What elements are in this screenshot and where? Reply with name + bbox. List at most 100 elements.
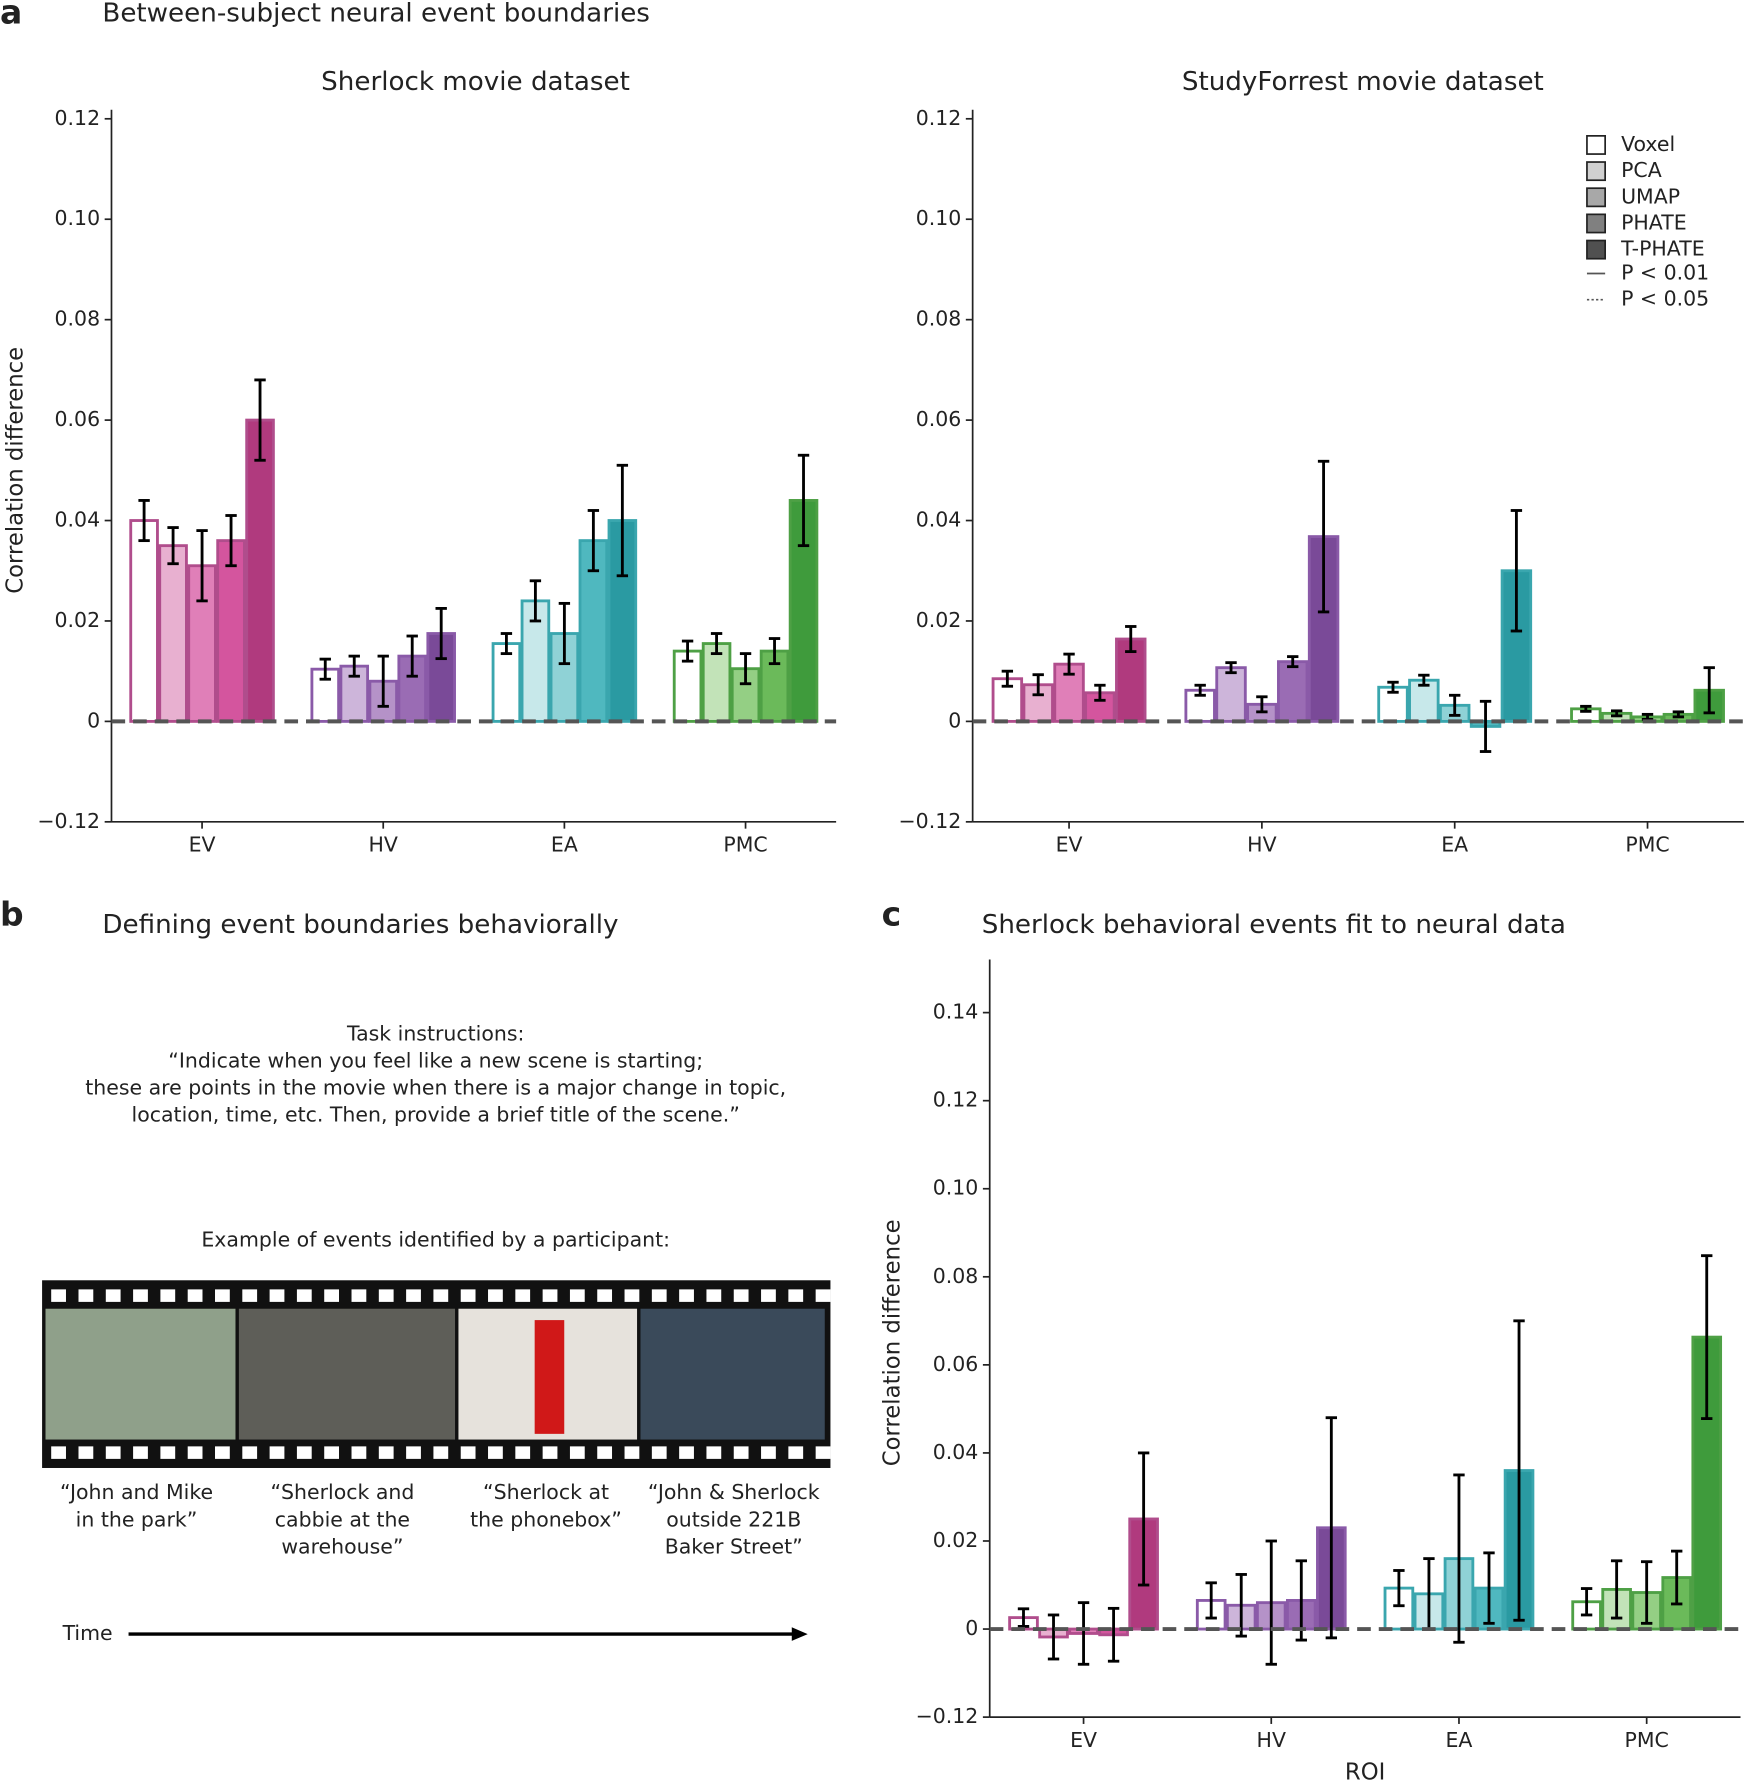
sprocket [706, 1446, 722, 1459]
caption: outside 221B [666, 1507, 801, 1531]
sprocket [105, 1289, 121, 1302]
instruction-line: “Indicate when you feel like a new scene… [168, 1049, 703, 1073]
sprocket [378, 1289, 394, 1302]
sprocket [406, 1289, 421, 1302]
sprocket [242, 1446, 258, 1459]
sprocket [815, 1289, 831, 1302]
sprocket [597, 1289, 613, 1302]
y-tick-label: −0.12 [899, 809, 962, 833]
instruction-line: location, time, etc. Then, provide a bri… [132, 1102, 740, 1126]
panel-label: b [0, 895, 24, 934]
sprocket [105, 1446, 121, 1459]
sprocket [187, 1446, 203, 1459]
sprocket [296, 1446, 312, 1459]
instruction-line: Task instructions: [346, 1022, 524, 1046]
sprocket [433, 1446, 449, 1459]
sprocket [51, 1446, 66, 1459]
sprocket [788, 1446, 804, 1459]
sprocket [761, 1446, 776, 1459]
bar [245, 418, 275, 723]
x-tick-label: PMC [1625, 1728, 1669, 1752]
sprocket [433, 1289, 449, 1302]
phonebox [534, 1320, 565, 1434]
x-tick-label: HV [1247, 833, 1276, 857]
legend-label: PHATE [1621, 210, 1687, 234]
sprocket [296, 1289, 312, 1302]
x-tick-label: PMC [1625, 833, 1669, 857]
y-axis-label: Correlation difference [880, 1219, 906, 1466]
y-tick-label: 0 [965, 1616, 978, 1640]
y-tick-label: 0.08 [916, 307, 962, 331]
sprocket [187, 1289, 203, 1302]
x-tick-label: PMC [723, 833, 767, 857]
sprocket [651, 1446, 667, 1459]
y-tick-label: 0.04 [55, 508, 101, 532]
sprocket [51, 1289, 66, 1302]
sprocket [761, 1289, 776, 1302]
sprocket [269, 1289, 285, 1302]
sprocket [597, 1446, 613, 1459]
y-tick-label: 0.10 [916, 206, 962, 230]
sprocket [269, 1446, 285, 1459]
caption: warehouse” [281, 1535, 403, 1559]
sprocket [515, 1289, 531, 1302]
bar [672, 649, 703, 723]
y-tick-label: 0.08 [55, 307, 101, 331]
legend-swatch [1586, 213, 1607, 234]
y-tick-label: 0.06 [55, 407, 101, 431]
y-tick-label: 0.12 [916, 106, 962, 130]
sprocket [488, 1289, 503, 1302]
sprocket [679, 1446, 694, 1459]
x-tick-label: EA [1445, 1728, 1472, 1752]
bar [491, 642, 522, 723]
legend-label: P < 0.05 [1621, 287, 1709, 311]
caption: cabbie at the [275, 1507, 410, 1531]
sprocket [815, 1446, 831, 1459]
x-axis-label: ROI [1345, 1759, 1385, 1785]
y-tick-label: 0.12 [933, 1088, 979, 1112]
legend-label: UMAP [1621, 184, 1680, 208]
caption: “Sherlock at [483, 1480, 609, 1504]
caption: “Sherlock and [270, 1480, 414, 1504]
sprocket [460, 1446, 476, 1459]
y-tick-label: 0.02 [916, 608, 962, 632]
x-tick-label: EA [551, 833, 578, 857]
sprocket [160, 1289, 176, 1302]
y-tick-label: −0.12 [916, 1704, 979, 1728]
y-tick-label: 0.12 [55, 106, 101, 130]
chart-title: Sherlock behavioral events fit to neural… [982, 910, 1566, 940]
sprocket [569, 1446, 585, 1459]
instruction-line: these are points in the movie when there… [85, 1075, 786, 1099]
x-tick-label: EA [1441, 833, 1468, 857]
sprocket [351, 1289, 367, 1302]
sprocket [624, 1289, 640, 1302]
sprocket [324, 1446, 340, 1459]
sprocket [215, 1289, 230, 1302]
example-label: Example of events identified by a partic… [201, 1227, 670, 1251]
caption: the phonebox” [470, 1507, 622, 1531]
bar [158, 544, 188, 723]
frame [45, 1308, 236, 1440]
y-tick-label: 0 [87, 708, 100, 732]
legend-label: PCA [1621, 158, 1662, 182]
sprocket [706, 1289, 722, 1302]
legend-swatch [1586, 239, 1607, 260]
legend-label: Voxel [1621, 132, 1675, 156]
frame [640, 1308, 825, 1440]
sprocket [324, 1289, 340, 1302]
panel-label: c [882, 895, 902, 934]
sprocket [133, 1446, 148, 1459]
frame [238, 1308, 456, 1440]
sprocket [542, 1289, 558, 1302]
sprocket [406, 1446, 421, 1459]
y-tick-label: 0.04 [916, 508, 962, 532]
x-tick-label: EV [1070, 1728, 1097, 1752]
x-tick-label: HV [369, 833, 398, 857]
bar [701, 642, 732, 723]
sprocket [679, 1289, 694, 1302]
sprocket [651, 1289, 667, 1302]
sprocket [542, 1446, 558, 1459]
y-tick-label: 0.14 [933, 1000, 979, 1024]
sprocket [788, 1289, 804, 1302]
y-tick-label: 0.06 [933, 1352, 979, 1376]
